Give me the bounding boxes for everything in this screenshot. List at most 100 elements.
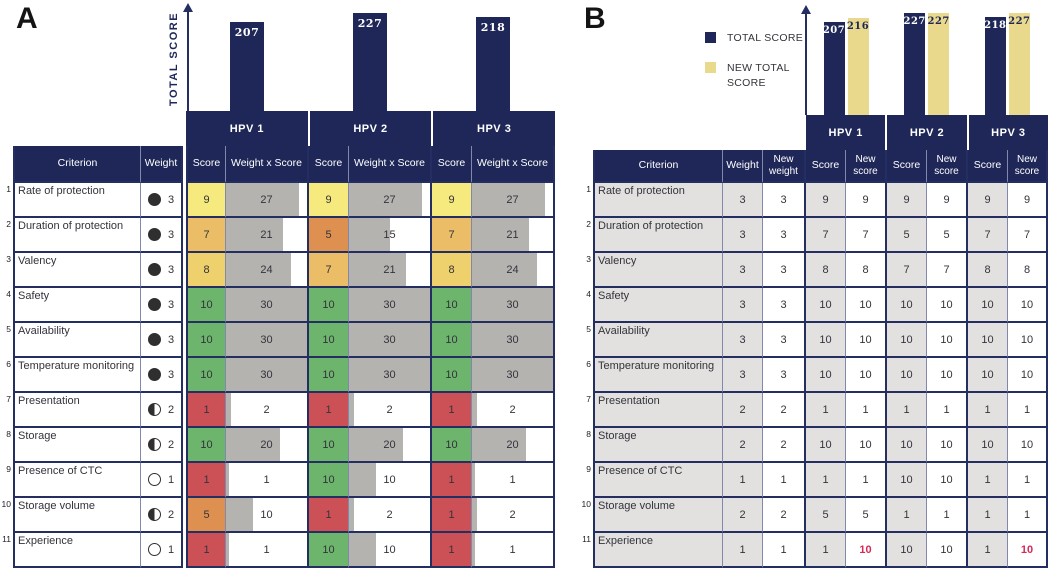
new-score-cell: 9: [846, 183, 887, 218]
new-total-score-swatch-icon: [705, 62, 716, 74]
criterion-cell: Presence of CTC: [13, 463, 141, 498]
table-row: 9 Presence of CTC 1 1 1 1 10 10 1 1: [580, 463, 1048, 498]
score-cell: 10: [309, 358, 349, 393]
new-score-cell: 9: [1008, 183, 1048, 218]
weight-x-score-cell: 2: [349, 393, 432, 428]
table-row: 7 Presentation 2 2 1 1 1 1 1 1: [580, 393, 1048, 428]
panel-a-vaccine-header: HPV 1 HPV 2 HPV 3: [186, 111, 556, 146]
new-score-cell: 10: [927, 428, 968, 463]
total-score-swatch-icon: [705, 32, 716, 43]
new-total-score-bar-value: 227: [927, 16, 950, 27]
weight-x-score-cell: 27: [226, 183, 309, 218]
weight-cell: 3: [141, 183, 183, 218]
score-cell: 1: [432, 498, 472, 533]
panel-a-axis-arrowhead-icon: [183, 3, 193, 12]
score-cell: 1: [887, 393, 927, 428]
data-bar: [349, 463, 376, 496]
column-header-new-score-hpv1: New score: [846, 150, 887, 183]
row-number: 3: [6, 254, 11, 264]
new-score-cell: 5: [927, 218, 968, 253]
score-cell: 7: [432, 218, 472, 253]
weight-x-score-cell: 21: [226, 218, 309, 253]
data-bar: [349, 323, 430, 356]
weight-cell: 1: [141, 463, 183, 498]
column-header-new-weight: New weight: [763, 150, 806, 183]
data-bar: [226, 358, 307, 391]
data-bar: [349, 253, 406, 286]
weight-x-score-cell: 30: [349, 323, 432, 358]
new-total-score-bar: 227: [1008, 13, 1031, 115]
weight-x-score-cell: 30: [349, 358, 432, 393]
score-cell: 10: [309, 463, 349, 498]
data-bar: [472, 288, 553, 321]
new-score-cell: 7: [846, 218, 887, 253]
criterion-cell: Presentation: [593, 393, 723, 428]
weight-value: 1: [167, 473, 175, 486]
new-weight-cell: 3: [763, 253, 806, 288]
data-bar: [472, 323, 553, 356]
score-cell: 10: [309, 288, 349, 323]
score-cell: 1: [806, 463, 846, 498]
score-cell: 1: [806, 393, 846, 428]
score-cell: 10: [309, 428, 349, 463]
new-total-score-bar-value: 227: [1008, 16, 1031, 27]
new-total-score-bar: 227: [928, 13, 949, 115]
weight-x-score-cell: 27: [472, 183, 555, 218]
data-bar: [472, 533, 475, 566]
row-number: 8: [586, 429, 591, 439]
weight-x-score-cell: 21: [349, 253, 432, 288]
score-cell: 5: [806, 498, 846, 533]
column-gap: [183, 428, 186, 463]
column-header-weight: Weight: [723, 150, 763, 183]
new-total-score-bar: 216: [847, 18, 869, 115]
panel-b-legend: TOTAL SCORE NEW TOTAL SCORE: [705, 31, 812, 107]
weight-cell: 2: [141, 393, 183, 428]
weight-x-score-value: 21: [506, 228, 519, 241]
new-weight-cell: 1: [763, 533, 806, 568]
weight-x-score-cell: 24: [472, 253, 555, 288]
criterion-cell: Valency: [13, 253, 141, 288]
criterion-cell: Temperature monitoring: [593, 358, 723, 393]
table-row: 2 Duration of protection 3 3 7 7 5 5 7 7: [580, 218, 1048, 253]
score-cell: 5: [186, 498, 226, 533]
weight-x-score-cell: 10: [226, 498, 309, 533]
panel-b-table: Criterion Weight New weight Score New sc…: [580, 150, 1048, 568]
vaccine-header-hpv2: HPV 2: [887, 115, 967, 150]
new-weight-cell: 1: [763, 463, 806, 498]
column-header-weight-x-score-hpv3: Weight x Score: [472, 146, 555, 183]
weight-x-score-cell: 2: [472, 498, 555, 533]
weight-x-score-cell: 2: [226, 393, 309, 428]
data-bar: [349, 358, 430, 391]
new-weight-cell: 2: [763, 393, 806, 428]
weight-value: 3: [167, 298, 175, 311]
weight-x-score-cell: 2: [472, 393, 555, 428]
total-score-bar: 227: [353, 13, 387, 111]
table-row: 11 Experience 1 1 1 10 10 10 1 10: [580, 533, 1048, 568]
score-cell: 1: [806, 533, 846, 568]
vaccine-header-hpv3: HPV 3: [433, 111, 556, 146]
new-weight-cell: 2: [763, 428, 806, 463]
score-cell: 8: [186, 253, 226, 288]
data-bar: [472, 218, 529, 251]
weight-x-score-cell: 2: [349, 498, 432, 533]
column-header-new-score-hpv2: New score: [927, 150, 968, 183]
weight-cell: 3: [141, 358, 183, 393]
weight-cell: 3: [723, 183, 763, 218]
data-bar: [472, 463, 475, 496]
column-gap: [183, 288, 186, 323]
weight-filled-circle-icon: [147, 368, 161, 381]
weight-x-score-cell: 1: [226, 463, 309, 498]
score-cell: 10: [806, 428, 846, 463]
score-cell: 1: [887, 498, 927, 533]
score-cell: 1: [432, 393, 472, 428]
score-cell: 10: [968, 428, 1008, 463]
data-bar: [349, 393, 355, 426]
panel-b-label: B: [584, 2, 606, 35]
weight-x-score-cell: 30: [472, 323, 555, 358]
table-row: 3 Valency 3 8 24 7 21 8 24: [0, 253, 555, 288]
score-cell: 8: [806, 253, 846, 288]
score-cell: 10: [309, 533, 349, 568]
total-score-bar: 218: [476, 17, 510, 111]
weight-x-score-value: 2: [509, 508, 516, 521]
score-cell: 10: [806, 358, 846, 393]
